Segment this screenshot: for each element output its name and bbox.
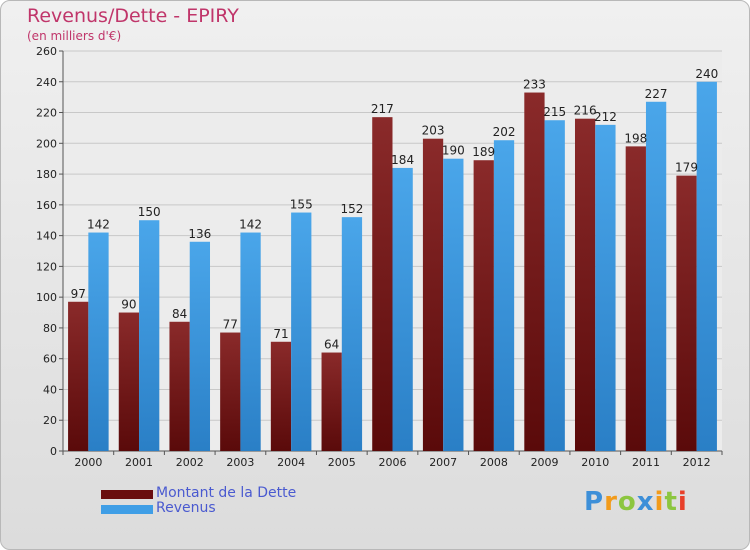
proxiti-logo: Proxiti <box>584 487 688 517</box>
bar-revenus <box>544 120 565 451</box>
x-tick-label: 2010 <box>581 456 609 469</box>
y-tick-label: 140 <box>36 230 57 243</box>
bar-dette <box>676 175 697 451</box>
data-label-revenus: 142 <box>239 218 262 232</box>
bar-revenus <box>88 232 109 451</box>
bar-dette <box>473 160 494 451</box>
y-tick-label: 0 <box>50 445 57 458</box>
bar-dette <box>372 117 393 452</box>
x-tick-label: 2007 <box>429 456 457 469</box>
y-tick-label: 160 <box>36 199 57 212</box>
data-label-revenus: 136 <box>188 227 211 241</box>
x-tick-label: 2011 <box>632 456 660 469</box>
bar-revenus <box>493 140 515 451</box>
data-label-revenus: 142 <box>87 218 110 232</box>
data-label-revenus: 227 <box>645 87 668 101</box>
data-label-revenus: 190 <box>442 144 465 158</box>
bar-revenus <box>443 158 464 451</box>
logo-letter: t <box>664 487 678 517</box>
x-axis-ticks: 2000 2001 2002 2003 2004 2005 2006 2007 2008 2009… <box>62 451 723 469</box>
chart-title: Revenus/Dette - EPIRY <box>27 5 239 27</box>
y-tick-label: 220 <box>36 107 57 120</box>
data-label-dette: 233 <box>523 78 546 92</box>
bar-revenus <box>139 220 160 451</box>
data-label-dette: 77 <box>223 318 238 332</box>
bar-revenus <box>341 217 363 451</box>
y-tick-label: 240 <box>36 76 57 89</box>
y-tick-label: 80 <box>43 322 57 335</box>
legend-swatch-revenus <box>101 505 153 514</box>
data-label-revenus: 184 <box>391 153 414 167</box>
y-tick-label: 260 <box>36 45 57 58</box>
bar-dette <box>270 341 292 451</box>
x-tick-label: 2003 <box>226 456 254 469</box>
y-tick-label: 200 <box>36 137 57 150</box>
x-tick-label: 2002 <box>176 456 204 469</box>
data-label-revenus: 150 <box>138 205 161 219</box>
x-tick-label: 2012 <box>683 456 711 469</box>
bar-revenus <box>240 232 261 451</box>
data-label-dette: 216 <box>574 104 597 118</box>
legend-label-revenus: Revenus <box>156 500 216 516</box>
data-label-dette: 198 <box>624 131 647 145</box>
bar-dette <box>220 332 241 451</box>
x-tick-label: 2008 <box>480 456 508 469</box>
data-label-revenus: 215 <box>543 105 566 119</box>
bars <box>68 81 717 452</box>
data-label-revenus: 152 <box>340 202 363 216</box>
x-tick-label: 2006 <box>379 456 407 469</box>
bar-dette <box>169 321 190 451</box>
y-tick-label: 180 <box>36 168 57 181</box>
x-tick-label: 2005 <box>328 456 356 469</box>
logo-letter: x <box>636 487 655 517</box>
data-labels: 97 142 90 150 84 136 77 142 71 155 64 152 217 184 203 1… <box>71 67 719 352</box>
data-label-revenus: 240 <box>695 67 718 81</box>
x-tick-label: 2004 <box>277 456 305 469</box>
y-tick-label: 20 <box>43 414 57 427</box>
bar-dette <box>625 146 646 451</box>
logo-letter: r <box>604 487 618 517</box>
bar-revenus <box>595 124 616 451</box>
data-label-dette: 84 <box>172 307 187 321</box>
y-tick-label: 40 <box>43 383 57 396</box>
bar-dette <box>118 312 140 451</box>
bar-dette <box>321 352 342 451</box>
data-label-dette: 90 <box>121 298 136 312</box>
y-tick-label: 120 <box>36 260 57 273</box>
data-label-dette: 203 <box>422 124 445 138</box>
logo-letter: i <box>654 487 665 517</box>
data-label-dette: 64 <box>324 338 339 352</box>
data-label-dette: 97 <box>71 287 86 301</box>
data-label-revenus: 202 <box>493 125 516 139</box>
data-label-dette: 189 <box>472 145 495 159</box>
bar-dette <box>524 92 545 452</box>
y-tick-label: 100 <box>36 291 57 304</box>
bar-revenus <box>392 167 413 451</box>
chart-subtitle: (en milliers d'€) <box>27 29 122 43</box>
data-label-dette: 217 <box>371 102 394 116</box>
data-label-dette: 71 <box>273 327 288 341</box>
bar-revenus <box>645 101 667 452</box>
logo-letter: i <box>677 487 688 517</box>
bar-dette <box>574 118 596 451</box>
legend-swatch-dette <box>101 490 153 499</box>
bar-revenus <box>696 81 717 452</box>
data-label-revenus: 155 <box>290 198 313 212</box>
logo-letter: P <box>584 487 605 517</box>
x-tick-label: 2000 <box>74 456 102 469</box>
x-tick-label: 2001 <box>125 456 153 469</box>
y-tick-label: 60 <box>43 353 57 366</box>
data-label-dette: 179 <box>675 161 698 175</box>
bar-dette <box>422 138 444 451</box>
data-label-revenus: 212 <box>594 110 617 124</box>
legend-label-dette: Montant de la Dette <box>156 485 297 501</box>
bar-dette <box>68 301 89 451</box>
logo-letter: o <box>617 487 637 517</box>
bar-revenus <box>291 212 312 451</box>
x-tick-label: 2009 <box>531 456 559 469</box>
bar-revenus <box>189 241 211 451</box>
